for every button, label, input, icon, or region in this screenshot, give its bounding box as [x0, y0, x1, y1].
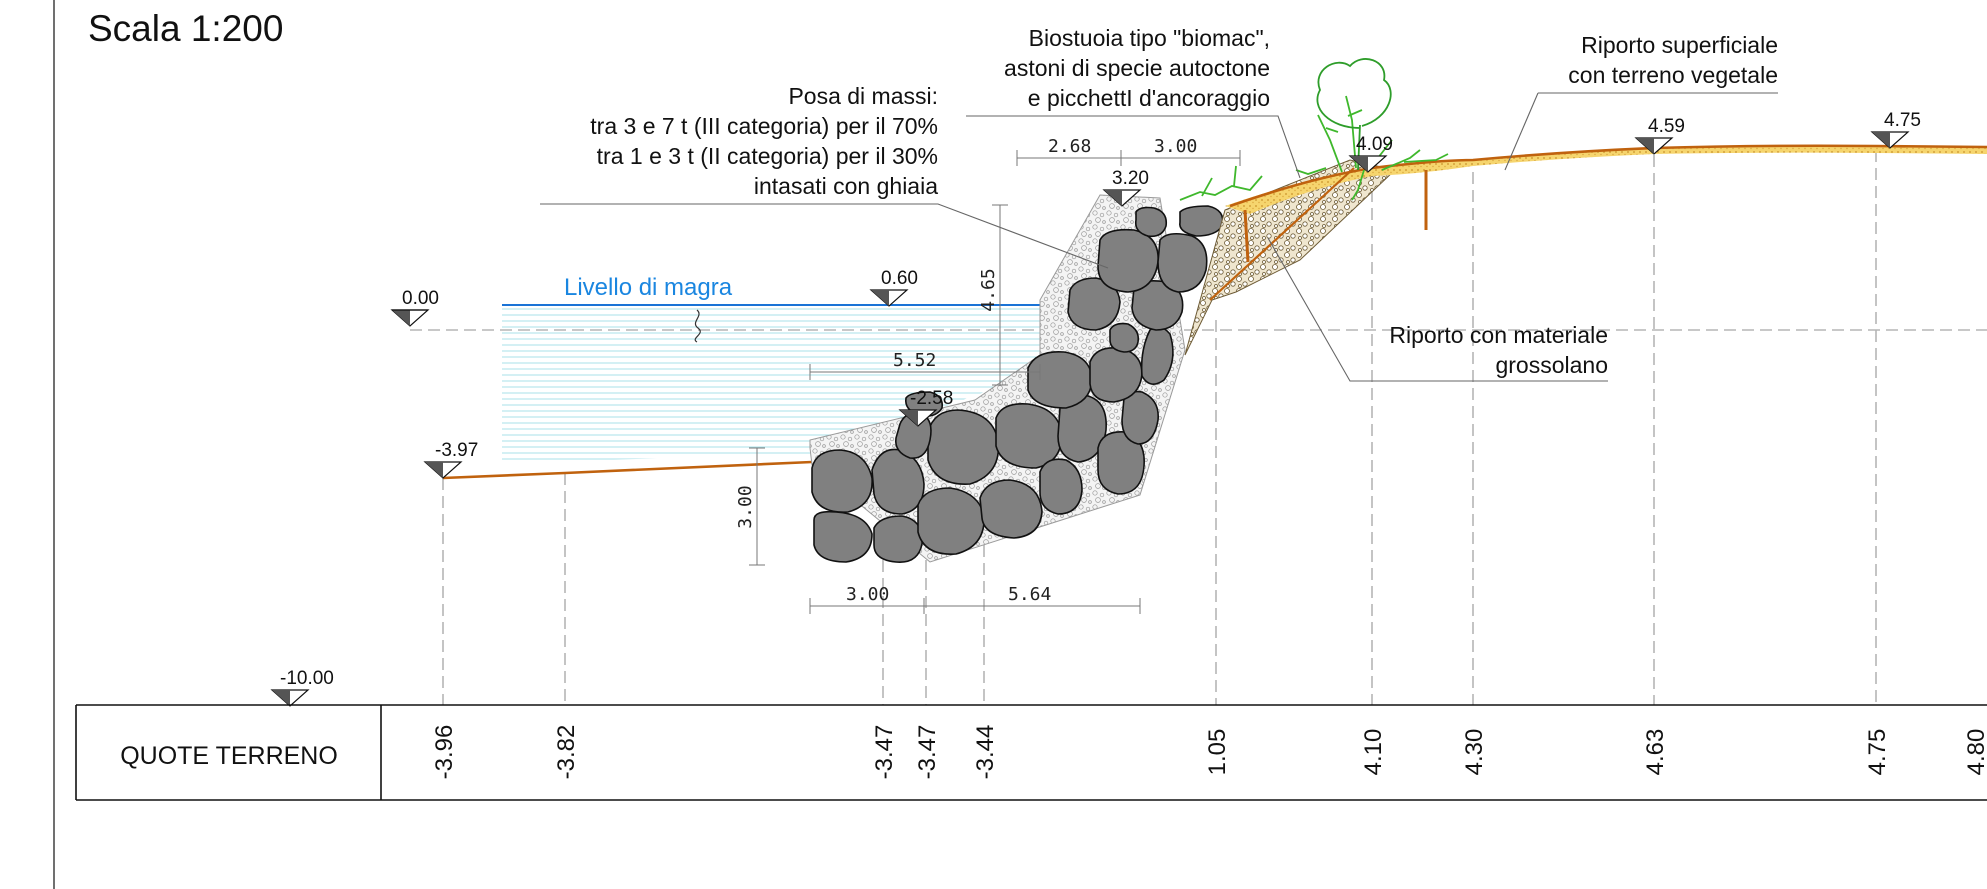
level-label: 3.20 [1112, 168, 1149, 189]
scale-label: Scala 1:200 [88, 8, 283, 49]
level-marker-2: 0.60 [869, 268, 918, 307]
ground-surface-line [1229, 144, 1987, 208]
water-symbol-icon [694, 309, 701, 343]
level-label: 4.75 [1884, 110, 1921, 131]
level-label: 4.09 [1356, 134, 1393, 155]
water-level-label: Livello di magra [564, 274, 733, 301]
table-header: QUOTE TERRENO [120, 742, 338, 770]
leader-lines [540, 92, 1778, 382]
table-value: -3.47 [914, 725, 941, 780]
reference-lines [442, 150, 1877, 705]
table-value: 4.80 [1963, 729, 1987, 776]
dim-3-00-top: 3.00 [1154, 136, 1197, 157]
level-label: 0.00 [402, 288, 439, 309]
slope-line [1209, 167, 1355, 301]
water-body [502, 305, 1068, 462]
level-label: -10.00 [280, 668, 334, 689]
table-value: -3.47 [871, 725, 898, 780]
dim-5-64: 5.64 [1008, 584, 1051, 605]
dim-2-68: 2.68 [1048, 136, 1091, 157]
svg-text:Posa di massi:: Posa di massi: [788, 83, 938, 109]
level-label: -3.97 [435, 440, 478, 461]
table-values: -3.96 -3.82 -3.47 -3.47 -3.44 1.05 4.10 … [431, 725, 1987, 780]
level-label: 0.60 [881, 268, 918, 289]
svg-text:intasati con ghiaia: intasati con ghiaia [754, 173, 938, 199]
svg-text:tra 3 e 7 t (III categoria) pe: tra 3 e 7 t (III categoria) per il 70% [590, 113, 938, 139]
table-value: -3.82 [553, 725, 580, 780]
table-value: 1.05 [1204, 729, 1231, 776]
topsoil-layer [1225, 145, 1987, 214]
table-value: 4.10 [1360, 729, 1387, 776]
table-value: 4.75 [1864, 729, 1891, 776]
svg-text:astoni di specie autoctone: astoni di specie autoctone [1004, 55, 1270, 81]
table-value: 4.63 [1642, 729, 1669, 776]
annotation-massi: Posa di massi: tra 3 e 7 t (III categori… [590, 83, 938, 199]
dim-4-65: 4.65 [978, 268, 999, 311]
table-value: -3.96 [431, 725, 458, 780]
svg-text:Riporto con materiale: Riporto con materiale [1389, 322, 1608, 348]
annotation-biostuoia: Biostuoia tipo "biomac", astoni di speci… [1004, 25, 1270, 111]
dim-3-00-left: 3.00 [735, 485, 756, 528]
level-marker-1: -3.97 [423, 440, 478, 479]
level-label: -2.58 [910, 388, 953, 409]
table-value: -3.44 [972, 725, 999, 780]
level-markers: 0.00 -3.97 0.60 -2.58 3.20 4.09 [270, 110, 1921, 707]
terrain-table: QUOTE TERRENO -3.96 -3.82 -3.47 -3.47 -3… [75, 704, 1987, 801]
level-marker-7: 4.75 [1870, 110, 1921, 149]
annotation-riporto-grossolano: Riporto con materiale grossolano [1389, 322, 1608, 378]
level-marker-3: -2.58 [898, 388, 953, 427]
table-value: 4.30 [1461, 729, 1488, 776]
level-marker-6: 4.59 [1634, 116, 1685, 155]
svg-text:e picchettI d'ancoraggio: e picchettI d'ancoraggio [1028, 85, 1270, 111]
dimension-lines: 2.68 3.00 4.65 5.52 3.00 3.00 5.64 [735, 136, 1241, 614]
riverbed-line [442, 460, 813, 480]
svg-text:Riporto superficiale: Riporto superficiale [1581, 32, 1778, 58]
level-marker-8: -10.00 [270, 668, 334, 707]
svg-text:grossolano: grossolano [1495, 352, 1608, 378]
dim-5-52: 5.52 [893, 350, 936, 371]
boulders [811, 205, 1224, 563]
level-label: 4.59 [1648, 116, 1685, 137]
annotation-riporto-superficiale: Riporto superficiale con terreno vegetal… [1568, 32, 1778, 88]
dim-3-00-bottom: 3.00 [846, 584, 889, 605]
anchor-stake [1243, 209, 1250, 263]
svg-text:con terreno vegetale: con terreno vegetale [1568, 62, 1778, 88]
level-marker-0: 0.00 [390, 288, 439, 327]
svg-text:tra 1 e 3 t (II categoria) per: tra 1 e 3 t (II categoria) per il 30% [597, 143, 938, 169]
svg-text:Biostuoia tipo "biomac",: Biostuoia tipo "biomac", [1029, 25, 1270, 51]
level-marker-4: 3.20 [1102, 168, 1149, 207]
level-marker-5: 4.09 [1348, 134, 1393, 173]
